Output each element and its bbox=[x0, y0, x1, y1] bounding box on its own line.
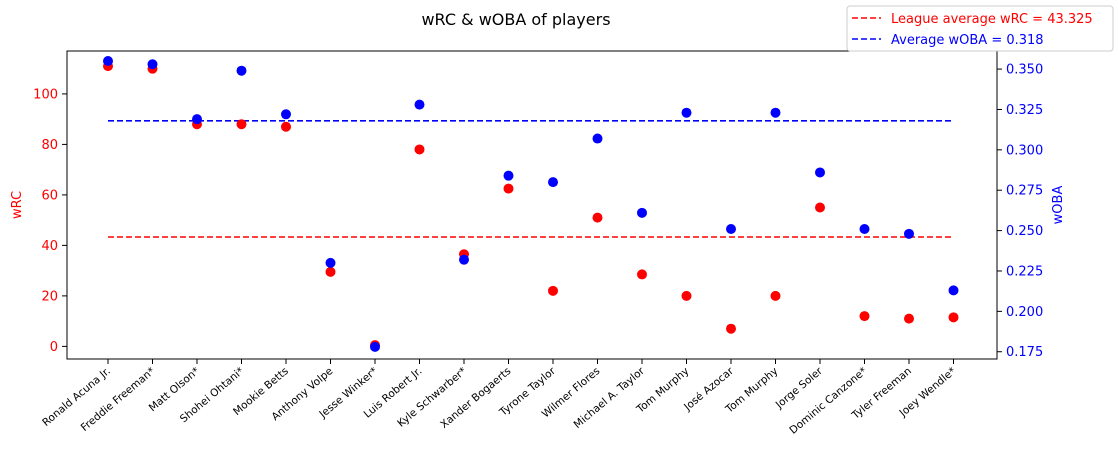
y-left-tick-label: 40 bbox=[41, 239, 58, 254]
woba-point bbox=[192, 114, 202, 125]
legend-label-wrc: League average wRC = 43.325 bbox=[891, 12, 1093, 27]
wrc-point bbox=[592, 212, 603, 223]
wrc-point bbox=[948, 312, 959, 323]
woba-point bbox=[325, 257, 336, 268]
woba-point bbox=[770, 107, 781, 118]
wrc-point bbox=[726, 323, 736, 334]
y-right-axis-title: wOBA bbox=[1051, 186, 1066, 225]
y-right-tick-label: 0.225 bbox=[1006, 264, 1043, 279]
x-tick-label: Freddie Freeman* bbox=[79, 365, 158, 434]
woba-point bbox=[726, 223, 736, 234]
wrc-point bbox=[637, 269, 647, 280]
woba-point bbox=[859, 223, 870, 234]
y-right-tick-label: 0.325 bbox=[1006, 103, 1043, 118]
woba-point bbox=[948, 285, 959, 296]
y-left-tick-label: 60 bbox=[41, 188, 58, 203]
woba-point bbox=[681, 107, 692, 118]
wrc-point bbox=[548, 285, 558, 296]
wrc-point bbox=[414, 144, 425, 155]
y-right-tick-label: 0.250 bbox=[1006, 224, 1043, 239]
chart-title: wRC & wOBA of players bbox=[421, 10, 610, 29]
wrc-point bbox=[815, 202, 825, 213]
woba-point bbox=[103, 56, 113, 67]
y-right-tick-label: 0.200 bbox=[1006, 305, 1043, 320]
y-right-tick-label: 0.350 bbox=[1006, 63, 1043, 78]
woba-point bbox=[281, 109, 291, 120]
legend-label-woba: Average wOBA = 0.318 bbox=[891, 33, 1044, 48]
woba-point bbox=[637, 207, 647, 218]
x-tick-label: Dominic Canzone* bbox=[787, 365, 869, 437]
woba-point bbox=[503, 170, 514, 181]
y-right-tick-label: 0.275 bbox=[1006, 184, 1043, 199]
y-left-axis-title: wRC bbox=[10, 191, 25, 219]
wrc-point bbox=[904, 313, 914, 324]
wrc-point bbox=[236, 119, 247, 130]
y-left-tick-label: 20 bbox=[41, 289, 58, 304]
y-right-tick-label: 0.300 bbox=[1006, 143, 1043, 158]
woba-point bbox=[592, 133, 603, 144]
y-left-tick-label: 0 bbox=[50, 340, 58, 355]
legend-frame bbox=[846, 5, 1114, 52]
woba-point bbox=[459, 254, 469, 265]
woba-point bbox=[147, 59, 158, 70]
plot-frame bbox=[66, 50, 998, 360]
wrc-point bbox=[859, 311, 870, 322]
woba-point bbox=[414, 99, 425, 110]
y-right-tick-label: 0.175 bbox=[1006, 345, 1043, 360]
woba-point bbox=[904, 228, 914, 239]
wrc-point bbox=[681, 290, 692, 301]
wrc-point bbox=[281, 121, 291, 132]
wrc-point bbox=[770, 290, 781, 301]
wrc-point bbox=[503, 183, 514, 194]
woba-point bbox=[370, 341, 380, 352]
y-left-tick-label: 80 bbox=[41, 138, 58, 153]
y-left-tick-label: 100 bbox=[33, 87, 58, 102]
woba-point bbox=[548, 177, 558, 188]
legend: League average wRC = 43.325 Average wOBA… bbox=[846, 5, 1114, 52]
wrc-point bbox=[325, 266, 336, 277]
woba-point bbox=[815, 167, 825, 178]
woba-point bbox=[236, 65, 247, 76]
